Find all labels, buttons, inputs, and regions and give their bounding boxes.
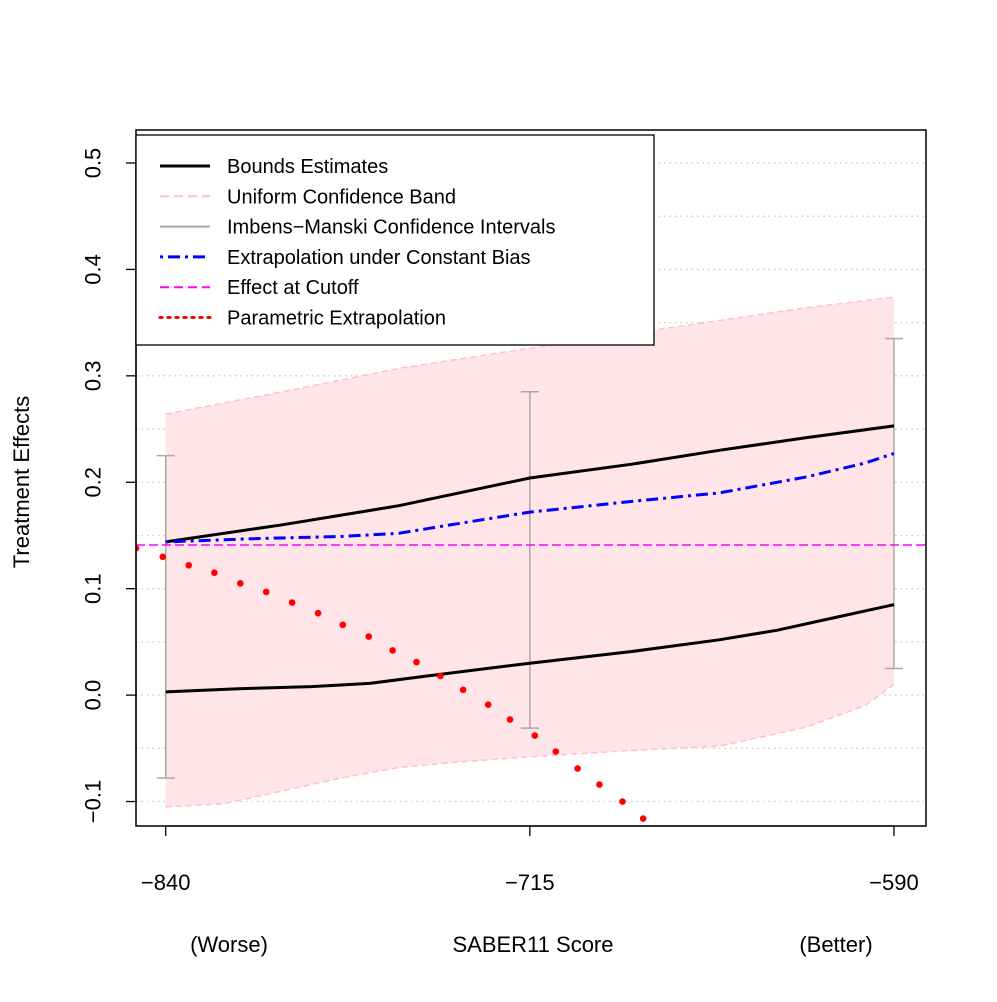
parametric-point — [288, 599, 296, 606]
parametric-point — [506, 716, 514, 723]
parametric-point — [185, 561, 193, 569]
parametric-point — [552, 748, 560, 755]
parametric-point — [262, 588, 270, 596]
x-axis-label-left: (Worse) — [190, 932, 268, 957]
parametric-point — [437, 672, 444, 680]
parametric-point — [484, 701, 492, 708]
parametric-point — [459, 686, 467, 694]
x-axis-label: SABER11 Score — [452, 932, 613, 957]
x-axis-label-right: (Better) — [799, 932, 872, 957]
legend-label: Extrapolation under Constant Bias — [227, 247, 531, 269]
legend-label: Effect at Cutoff — [227, 277, 359, 299]
legend: Bounds Estimates Uniform Confidence Band I… — [135, 134, 655, 346]
parametric-point — [413, 658, 420, 666]
parametric-point — [574, 765, 581, 772]
y-tick-label: −0.1 — [81, 780, 106, 823]
axes: −0.1 0.0 0.1 0.2 0.3 0.4 0.5 −840 −715 −590 — [81, 148, 919, 895]
x-tick-label: −590 — [869, 870, 919, 895]
y-tick-label: 0.4 — [81, 254, 106, 285]
parametric-point — [314, 609, 322, 617]
parametric-point — [531, 732, 539, 739]
legend-label: Parametric Extrapolation — [227, 308, 446, 330]
y-axis-label: Treatment Effects — [9, 396, 34, 568]
parametric-point — [365, 633, 373, 640]
x-tick-label: −840 — [141, 870, 191, 895]
parametric-point — [339, 621, 347, 629]
plot-area — [136, 296, 926, 822]
constant-bias-line — [165, 452, 895, 544]
parametric-point — [236, 580, 244, 587]
legend-label: Bounds Estimates — [227, 156, 388, 178]
y-tick-label: 0.5 — [81, 148, 106, 179]
parametric-point — [596, 781, 603, 788]
parametric-point — [639, 815, 647, 822]
legend-box — [135, 134, 655, 346]
y-tick-label: 0.2 — [81, 467, 106, 498]
y-tick-label: 0.0 — [81, 680, 106, 711]
parametric-point — [619, 798, 626, 805]
legend-label: Uniform Confidence Band — [227, 186, 456, 208]
upper-bound-line — [165, 424, 895, 544]
parametric-point — [159, 553, 167, 561]
parametric-point — [136, 544, 140, 552]
y-tick-label: 0.3 — [81, 361, 106, 392]
lower-bound-line — [165, 603, 895, 694]
parametric-point — [211, 569, 218, 577]
parametric-point — [389, 647, 396, 654]
legend-label: Imbens−Manski Confidence Intervals — [227, 217, 556, 239]
x-tick-label: −715 — [505, 870, 555, 895]
y-tick-label: 0.1 — [81, 573, 106, 604]
confidence-band-lower — [165, 683, 895, 808]
